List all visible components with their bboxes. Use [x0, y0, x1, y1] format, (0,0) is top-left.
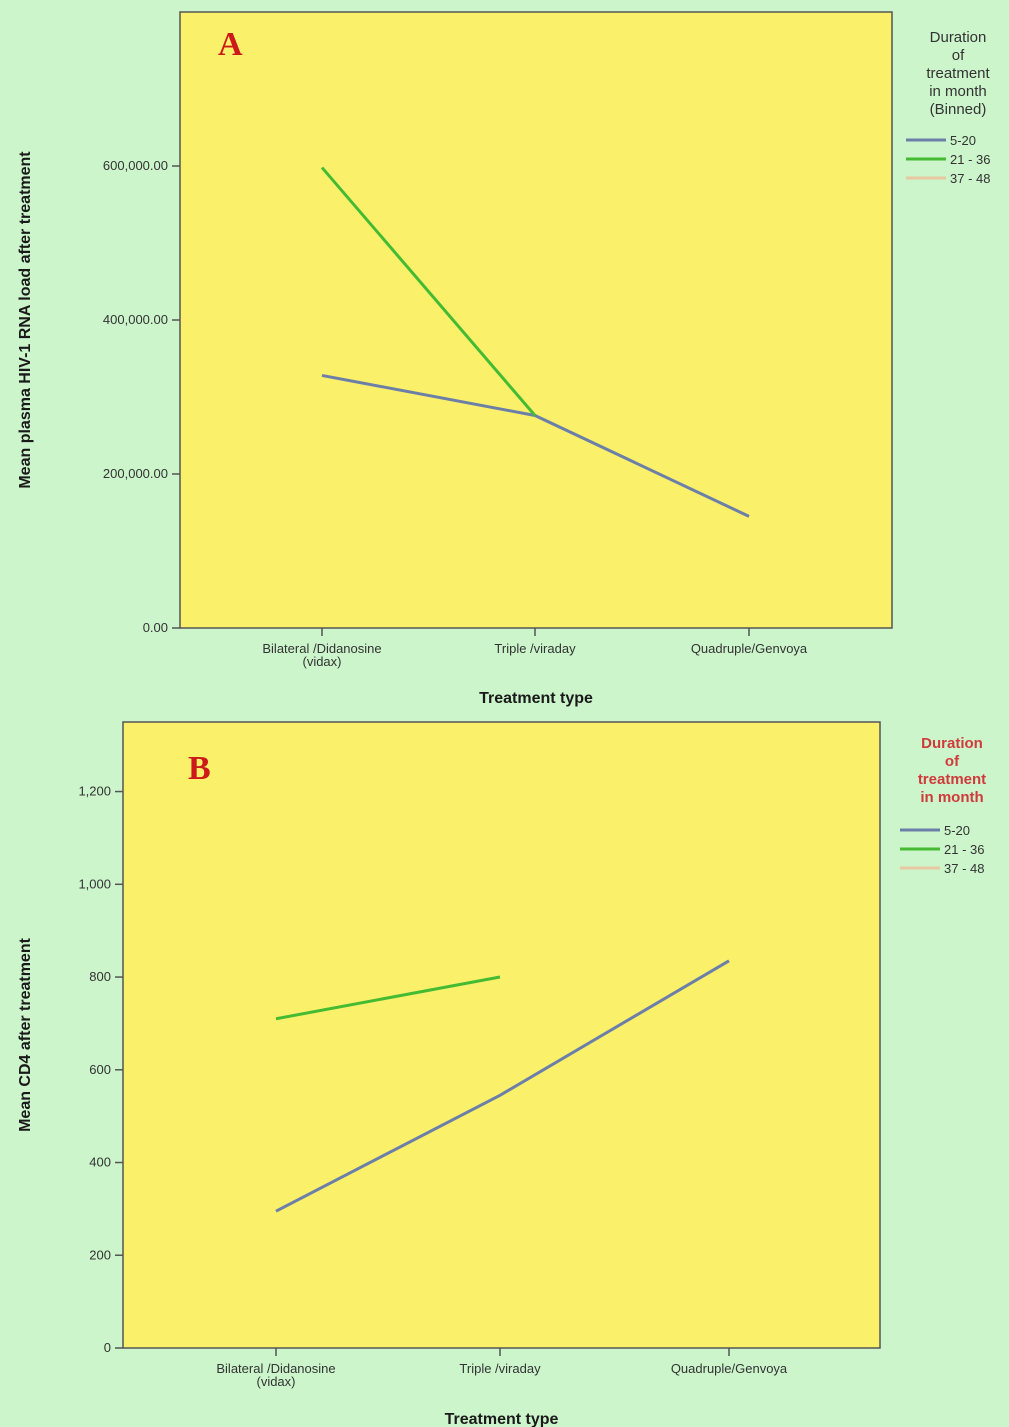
x-tick-label: Triple /viraday: [494, 641, 576, 656]
legend-item-label: 5-20: [944, 823, 970, 838]
x-axis-title: Treatment type: [479, 690, 593, 707]
legend-item-label: 5-20: [950, 133, 976, 148]
y-tick-label: 600,000.00: [103, 158, 168, 173]
legend: Duration of treatment in month 5-20 21 - 36 37…: [900, 735, 986, 876]
y-axis-title: Mean plasma HIV-1 RNA load after treatme…: [17, 151, 34, 489]
series-line-21-36: [320, 166, 537, 417]
legend-item-label: 21 - 36: [950, 152, 990, 167]
y-axis-title: Mean CD4 after treatment: [17, 937, 34, 1132]
legend-title: Duration of treatment in month: [918, 735, 986, 806]
x-tick-label: Bilateral /Didanosine (vidax): [262, 641, 381, 669]
x-tick-label: Quadruple/Genvoya: [691, 641, 808, 656]
plot-area: [179, 11, 893, 629]
series-line-5-20: [275, 959, 730, 1213]
legend-item-label: 37 - 48: [944, 861, 984, 876]
y-tick-label: 0.00: [143, 620, 168, 635]
x-axis-title: Treatment type: [445, 1411, 559, 1427]
y-tick-label: 400: [89, 1155, 111, 1170]
legend-item-label: 37 - 48: [950, 171, 990, 186]
plot-area: [122, 721, 881, 1349]
series-line-21-36: [275, 975, 501, 1021]
legend: Duration of treatment in month (Binned) 5-20 2…: [906, 29, 991, 186]
y-tick-label: 1,200: [78, 784, 111, 799]
y-tick-label: 600: [89, 1062, 111, 1077]
panel-label: A: [218, 26, 243, 63]
chart-panel-b: 0 200 400 600 800 1,000 1,200 Bilateral /Didano…: [17, 721, 986, 1427]
x-tick-label: Quadruple/Genvoya: [671, 1361, 788, 1376]
panel-label: B: [188, 750, 211, 787]
y-tick-label: 0: [104, 1340, 111, 1355]
x-tick-label: Bilateral /Didanosine (vidax): [216, 1361, 335, 1389]
x-tick-label: Triple /viraday: [459, 1361, 541, 1376]
legend-title: Duration of treatment in month (Binned): [926, 29, 990, 118]
chart-panel-a: 0.00 200,000.00 400,000.00 600,000.00 Bilate…: [17, 11, 991, 707]
y-tick-label: 800: [89, 969, 111, 984]
y-tick-label: 1,000: [78, 876, 111, 891]
y-tick-label: 200: [89, 1247, 111, 1262]
legend-item-label: 21 - 36: [944, 842, 984, 857]
y-tick-label: 200,000.00: [103, 466, 168, 481]
y-tick-label: 400,000.00: [103, 312, 168, 327]
